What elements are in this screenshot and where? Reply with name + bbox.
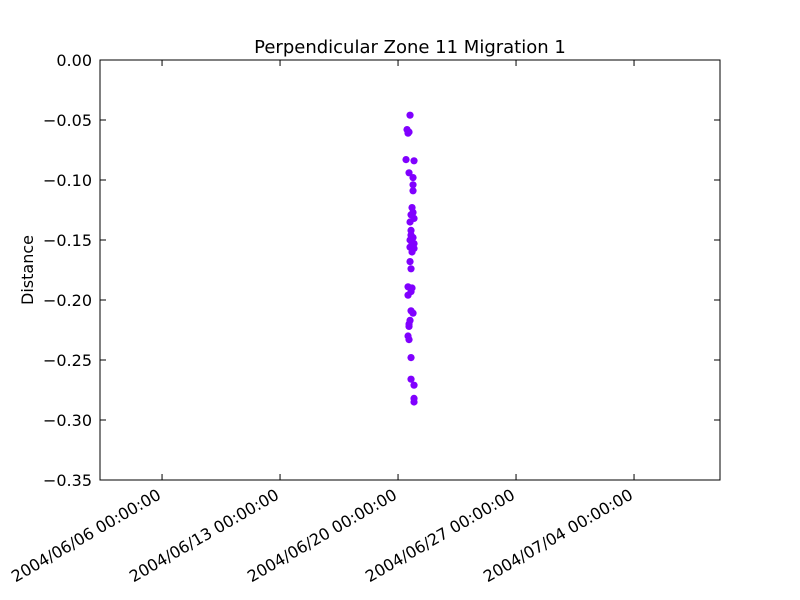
point [405,322,413,330]
plot-frame [99,59,721,481]
point [410,157,418,165]
y-tick-label: −0.15 [43,231,92,250]
x-axis-label: Date [391,597,429,600]
point [404,291,412,299]
point [406,218,414,226]
point [407,265,415,273]
y-tick-label: −0.35 [43,471,92,490]
point [406,258,414,266]
point [402,156,410,164]
point [409,309,417,317]
point [407,354,415,362]
y-tick-label: 0.00 [56,51,92,70]
y-tick-label: −0.30 [43,411,92,430]
point [409,181,417,189]
y-tick-label: −0.05 [43,111,92,130]
y-tick-label: −0.20 [43,291,92,310]
point [409,174,417,182]
point [410,381,418,389]
point [408,248,416,256]
point [404,129,412,137]
y-axis-label: Distance [18,235,37,305]
point [406,111,414,119]
point [407,375,415,383]
y-tick-label: −0.10 [43,171,92,190]
point [405,169,413,177]
y-tick-label: −0.25 [43,351,92,370]
point [410,398,418,406]
chart-title: Perpendicular Zone 11 Migration 1 [254,37,566,58]
point [409,187,417,195]
point [405,336,413,344]
